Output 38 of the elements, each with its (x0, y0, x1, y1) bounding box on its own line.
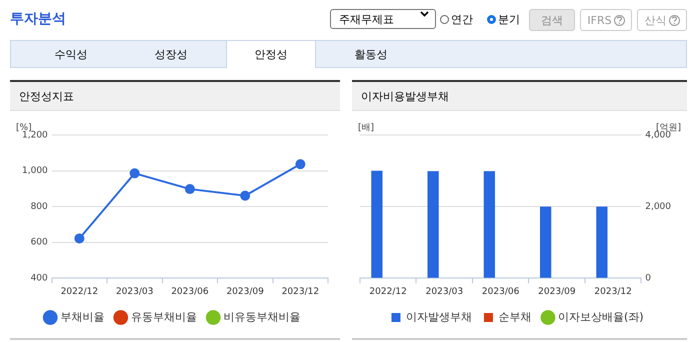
legend-label: 유동부채비율 (130, 310, 197, 324)
text: 안정성 (226, 40, 316, 68)
y-tick-label: 1,000 (22, 166, 48, 176)
text: 연간 (451, 12, 473, 27)
legend-label: 비유동부채비율 (223, 310, 300, 324)
text: 분기 (498, 12, 520, 27)
text: IFRS (587, 14, 612, 26)
y-tick-label: 600 (30, 238, 48, 248)
x-tick-label: 2022/12 (369, 286, 407, 297)
y-tick-label: 400 (30, 274, 48, 284)
x-tick-label: 2023/03 (426, 286, 464, 297)
chart-title: 안정성지표 (10, 82, 340, 111)
legend-label: 이자발생부채 (406, 310, 472, 324)
x-tick-label: 2022/12 (60, 286, 98, 297)
y-axis-title: [배] (358, 122, 374, 133)
y-tick-label: 800 (30, 202, 48, 212)
x-tick-label: 2023/06 (171, 286, 209, 297)
y2-tick-label: 4,000 (645, 130, 672, 140)
text: 검색 (541, 12, 563, 28)
text: 성장성 (154, 47, 188, 63)
x-tick-label: 2023/09 (226, 286, 264, 297)
y-tick-label: 1,200 (22, 130, 48, 140)
text: 주재무제표 (330, 9, 436, 29)
legend-label: 부채비율 (60, 310, 104, 324)
x-tick-label: 2023/12 (594, 286, 632, 297)
y2-tick-label: 0 (645, 274, 652, 284)
text: 산식 (644, 12, 666, 28)
text: 투자분석 (10, 10, 66, 28)
x-tick-label: 2023/12 (282, 286, 320, 297)
legend-label: 이자보상배율(좌) (558, 310, 644, 324)
chart-title: 이자비용발생부채 (352, 82, 687, 111)
legend-label: 순부채 (498, 310, 532, 324)
x-tick-label: 2023/06 (482, 286, 520, 297)
y2-tick-label: 2,000 (645, 202, 672, 212)
text: 활동성 (354, 47, 388, 63)
text: 수익성 (54, 47, 88, 63)
x-tick-label: 2023/09 (538, 286, 576, 297)
x-tick-label: 2023/03 (116, 286, 154, 297)
